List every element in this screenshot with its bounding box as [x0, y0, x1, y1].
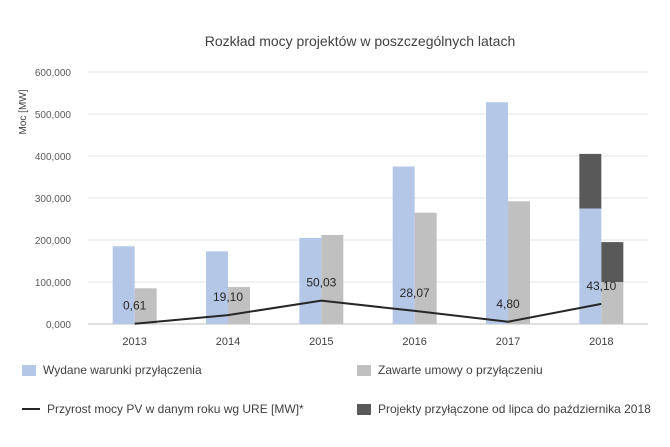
pv-data-label: 0,61	[123, 299, 147, 313]
y-axis-label: Moc [MW]	[18, 89, 29, 134]
x-tick-label: 2016	[402, 336, 426, 348]
bar-wydane	[206, 251, 228, 324]
pv-line-path	[134, 299, 602, 325]
y-tick-label: 300,000	[35, 194, 72, 205]
legend-line-przyrost	[22, 408, 40, 410]
legend-item-przyrost: Przyrost mocy PV w danym roku wg URE [MW…	[22, 402, 304, 416]
y-tick-label: 100,000	[35, 278, 72, 289]
pv-line: 0,61 19,10 50,03 28,07 4,80 43,10	[123, 276, 617, 325]
bar-zawarte	[508, 201, 530, 324]
bar-wydane	[392, 166, 415, 324]
legend-label-przyrost: Przyrost mocy PV w danym roku wg URE [MW…	[47, 402, 304, 416]
bar-wydane	[579, 208, 602, 324]
y-tick-label: 400,000	[35, 152, 72, 163]
legend-swatch-zawarte	[357, 364, 371, 376]
y-tick-label: 500,000	[35, 110, 72, 121]
x-tick-label: 2015	[309, 336, 333, 348]
y-tick-labels: 0,000 100,000 200,000 300,000 400,000 500,000…	[35, 68, 72, 331]
legend-swatch-wydane	[22, 364, 36, 376]
bar-zawarte	[414, 212, 437, 324]
x-tick-label: 2013	[122, 336, 146, 348]
pv-data-label: 28,07	[400, 286, 430, 300]
legend-item-zawarte: Zawarte umowy o przyłączeniu	[357, 363, 543, 377]
y-tick-label: 600,000	[35, 68, 72, 79]
gridlines	[88, 71, 648, 325]
x-tick-label: 2018	[589, 336, 613, 348]
bar-wydane	[112, 246, 135, 324]
bar-zawarte	[134, 288, 157, 324]
x-tick-labels: 2013 2014 2015 2016 2017 2018	[122, 336, 613, 348]
x-tick-label: 2014	[216, 336, 240, 348]
bar-projekty	[601, 242, 624, 282]
y-tick-label: 200,000	[35, 236, 72, 247]
bar-zawarte	[601, 282, 624, 324]
x-tick-label: 2017	[496, 336, 520, 348]
pv-data-label: 43,10	[586, 279, 616, 293]
y-tick-label: 0,000	[46, 320, 71, 331]
bar-wydane	[486, 102, 508, 325]
legend-item-projekty: Projekty przyłączone od lipca do paździe…	[357, 402, 651, 416]
legend-label-projekty: Projekty przyłączone od lipca do paździe…	[378, 402, 651, 416]
chart-title: Rozkład mocy projektów w poszczególnych …	[205, 33, 515, 49]
pv-data-label: 4,80	[496, 297, 520, 311]
pv-data-label: 50,03	[306, 276, 336, 290]
legend-item-wydane: Wydane warunki przyłączenia	[22, 363, 202, 377]
bars	[112, 102, 624, 325]
legend-swatch-projekty	[357, 403, 371, 415]
legend-label-zawarte: Zawarte umowy o przyłączeniu	[378, 363, 543, 377]
legend-label-wydane: Wydane warunki przyłączenia	[43, 363, 202, 377]
bar-projekty	[579, 153, 602, 209]
pv-data-label: 19,10	[213, 290, 243, 304]
